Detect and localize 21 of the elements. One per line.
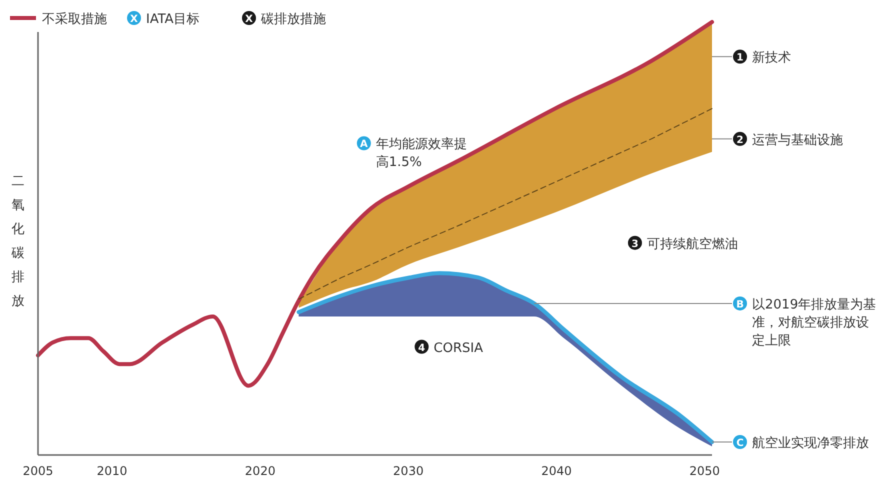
y-axis-title: 二氧化碳排放 (10, 174, 24, 309)
annotation: B 以2019年排放量为基准，对航空碳排放设定上限 (736, 297, 876, 348)
badge-icon: B (733, 296, 747, 310)
x-tick-label: 2005 (22, 464, 54, 478)
badge-icon: X (242, 11, 256, 25)
badge-icon: 3 (628, 236, 642, 250)
badge-icon: X (127, 11, 141, 25)
x-tick-label: 2040 (541, 464, 572, 478)
annotation: X 碳排放措施 (245, 12, 326, 27)
badge-icon: 2 (733, 132, 747, 146)
badge-icon: A (356, 136, 371, 150)
annotation: C 航空业实现净零排放 (736, 436, 869, 452)
badge-icon: C (733, 435, 747, 449)
x-tick-label: 2050 (689, 464, 720, 478)
x-tick-label: 2010 (96, 464, 128, 478)
badge-icon: 4 (414, 340, 429, 354)
badge-icon: 1 (733, 50, 747, 64)
x-tick-label: 2020 (244, 464, 276, 478)
legend-label: 不采取措施 (42, 12, 107, 27)
annotation: X IATA目标 (130, 12, 200, 27)
x-tick-label: 2030 (393, 464, 424, 478)
